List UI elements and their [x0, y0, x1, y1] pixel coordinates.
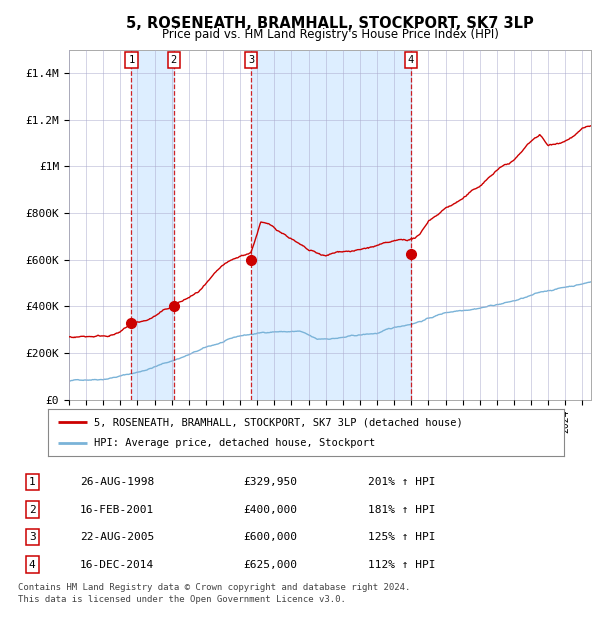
Text: Price paid vs. HM Land Registry's House Price Index (HPI): Price paid vs. HM Land Registry's House … [161, 28, 499, 41]
Text: 1: 1 [128, 55, 134, 65]
Text: 2: 2 [170, 55, 177, 65]
Text: 5, ROSENEATH, BRAMHALL, STOCKPORT, SK7 3LP (detached house): 5, ROSENEATH, BRAMHALL, STOCKPORT, SK7 3… [94, 417, 463, 427]
Text: 4: 4 [407, 55, 414, 65]
Text: 1: 1 [29, 477, 35, 487]
Text: 26-AUG-1998: 26-AUG-1998 [80, 477, 154, 487]
Text: £400,000: £400,000 [244, 505, 298, 515]
Bar [131, 50, 174, 400]
Text: 4: 4 [29, 560, 35, 570]
Text: 22-AUG-2005: 22-AUG-2005 [80, 532, 154, 542]
Text: 112% ↑ HPI: 112% ↑ HPI [368, 560, 435, 570]
Text: 181% ↑ HPI: 181% ↑ HPI [368, 505, 435, 515]
Text: 5, ROSENEATH, BRAMHALL, STOCKPORT, SK7 3LP: 5, ROSENEATH, BRAMHALL, STOCKPORT, SK7 3… [126, 16, 534, 30]
Text: 2: 2 [29, 505, 35, 515]
Bar [251, 50, 410, 400]
Text: £625,000: £625,000 [244, 560, 298, 570]
Text: 3: 3 [248, 55, 254, 65]
Text: £329,950: £329,950 [244, 477, 298, 487]
Text: HPI: Average price, detached house, Stockport: HPI: Average price, detached house, Stoc… [94, 438, 376, 448]
Text: £600,000: £600,000 [244, 532, 298, 542]
Text: Contains HM Land Registry data © Crown copyright and database right 2024.: Contains HM Land Registry data © Crown c… [18, 583, 410, 592]
Text: 16-DEC-2014: 16-DEC-2014 [80, 560, 154, 570]
Text: 3: 3 [29, 532, 35, 542]
Text: This data is licensed under the Open Government Licence v3.0.: This data is licensed under the Open Gov… [18, 595, 346, 604]
Text: 125% ↑ HPI: 125% ↑ HPI [368, 532, 435, 542]
Text: 16-FEB-2001: 16-FEB-2001 [80, 505, 154, 515]
Text: 201% ↑ HPI: 201% ↑ HPI [368, 477, 435, 487]
